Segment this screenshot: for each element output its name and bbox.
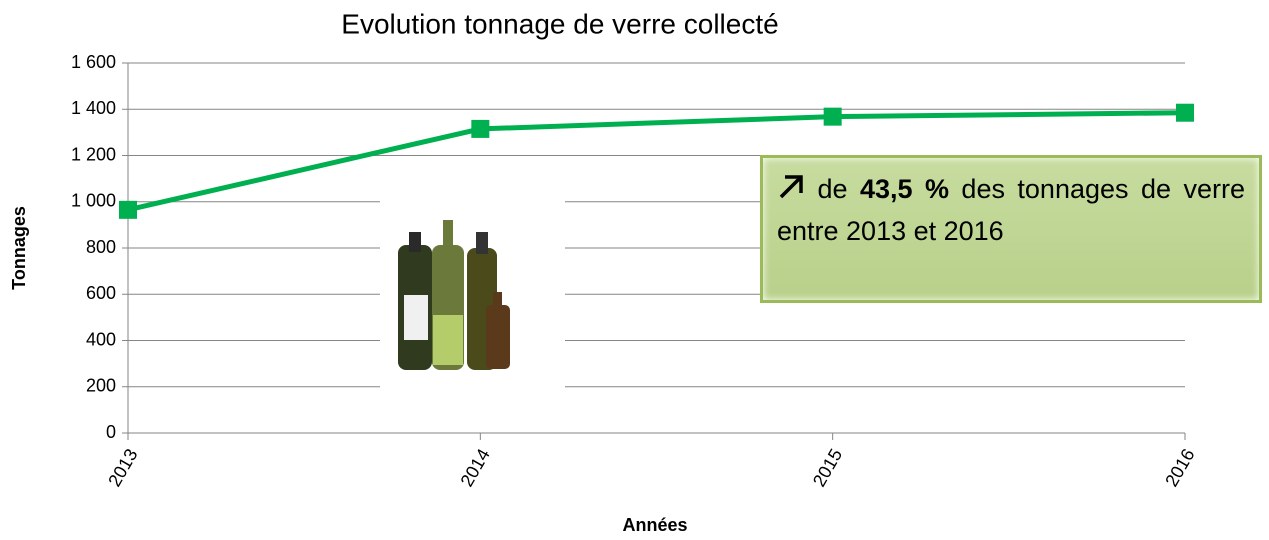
marker	[119, 200, 137, 219]
chart-title: Evolution tonnage de verre collecté	[341, 8, 778, 39]
y-tick-label: 1 400	[71, 98, 116, 118]
x-tick-label: 2014	[457, 445, 494, 490]
x-axis-label: Années	[622, 515, 687, 535]
annotation-highlight: 43,5 %	[859, 174, 949, 204]
y-tick-label: 400	[86, 329, 116, 349]
y-tick-label: 1 200	[71, 144, 116, 164]
x-tick-label: 2013	[104, 445, 141, 490]
y-axis-label: Tonnages	[9, 206, 29, 290]
y-tick-label: 200	[86, 376, 116, 396]
marker	[823, 107, 842, 126]
plot	[119, 103, 1194, 219]
y-tick-label: 800	[86, 237, 116, 257]
y-tick-label: 1 000	[71, 191, 116, 211]
bottles-image	[380, 192, 565, 397]
series-line	[127, 110, 1186, 213]
y-tick-label: 1 600	[71, 52, 116, 72]
arrow-icon	[779, 175, 803, 199]
x-tick-label: 2015	[809, 445, 846, 490]
annotation-text: de	[817, 174, 848, 204]
marker	[1176, 103, 1194, 122]
y-tick-label: 600	[86, 283, 116, 303]
y-tick-label: 0	[106, 422, 116, 442]
annotation-box: de 43,5 % des tonnages de verre entre 20…	[760, 155, 1262, 303]
x-tick-label: 2016	[1161, 445, 1198, 490]
marker	[471, 119, 490, 138]
annotation-text: des tonnages de verre entre 2013 et 2016	[777, 174, 1245, 246]
